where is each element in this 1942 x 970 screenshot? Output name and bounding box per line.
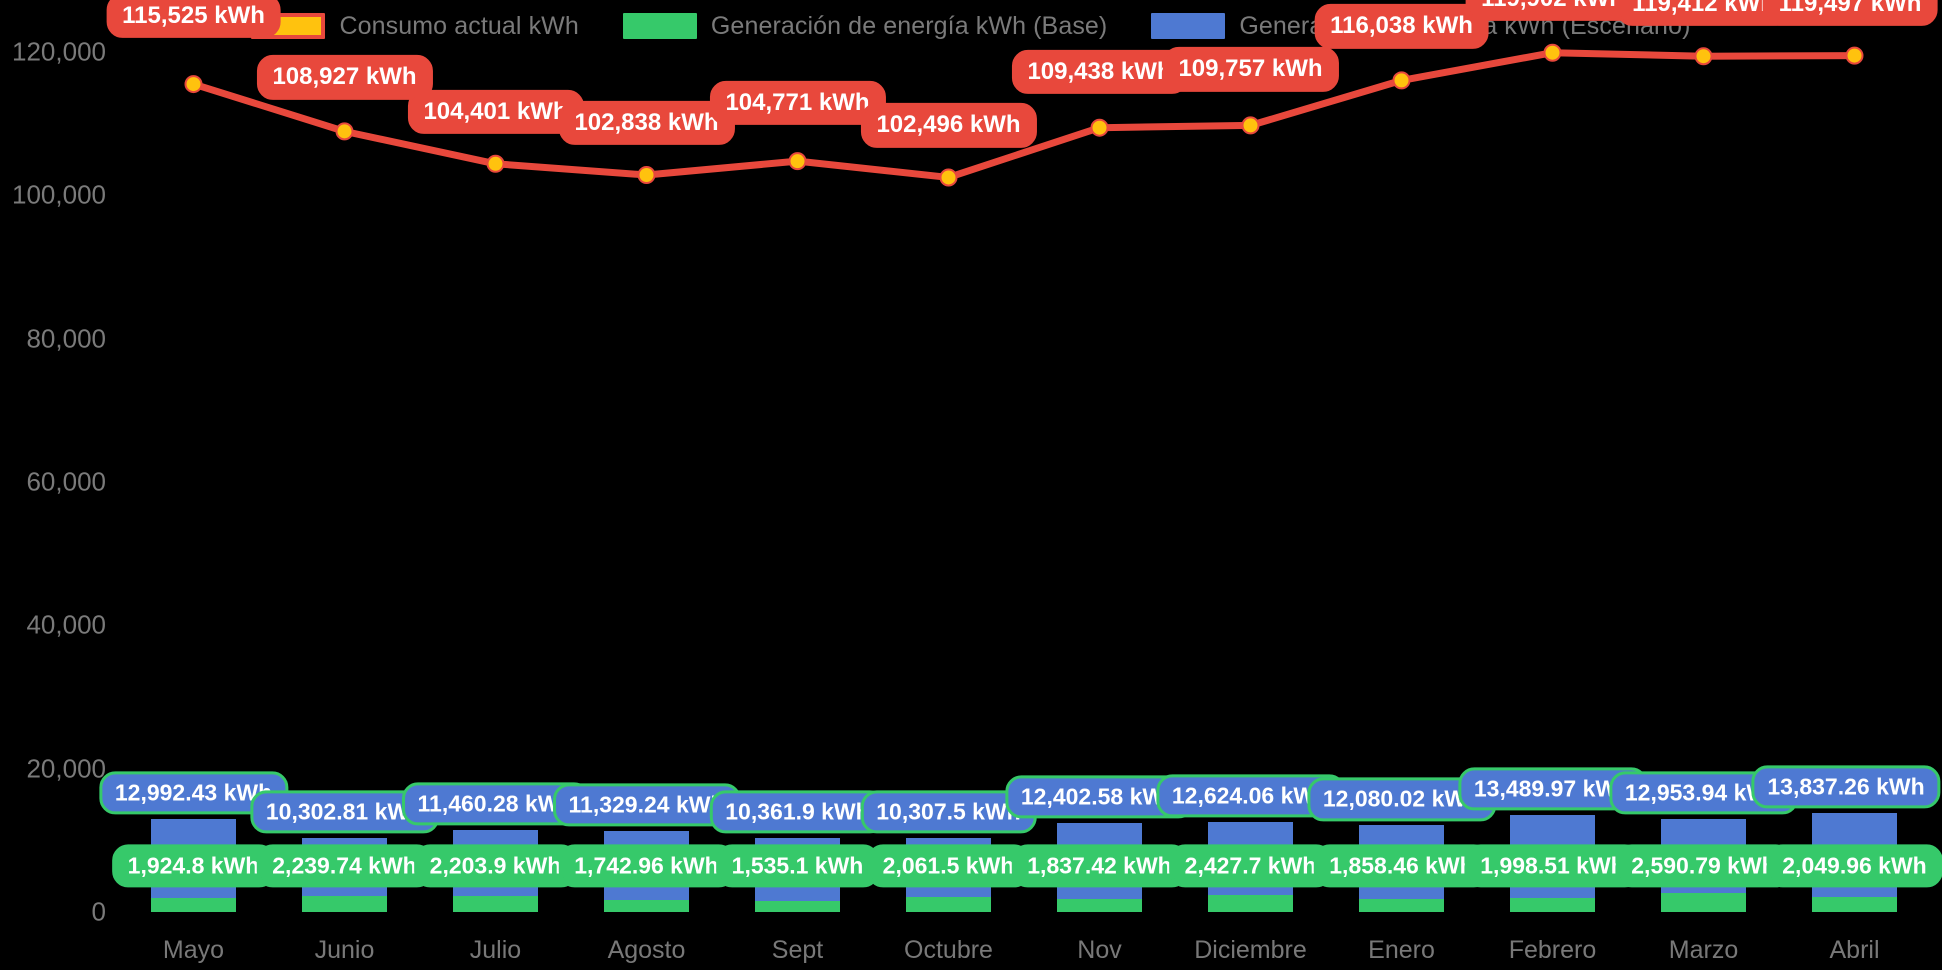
line-marker[interactable] — [788, 152, 807, 171]
y-axis-tick: 40,000 — [26, 609, 106, 640]
bar-base[interactable] — [453, 896, 538, 912]
x-axis-tick: Diciembre — [1194, 936, 1307, 964]
x-axis-tick: Marzo — [1668, 936, 1739, 964]
line-value-label: 119,412 kWh — [1616, 0, 1791, 27]
base-value-label: 1,924.8 kWh — [111, 844, 276, 888]
x-axis-tick: Agosto — [607, 936, 686, 964]
base-value-label: 2,427.7 kWh — [1168, 844, 1333, 888]
line-value-label: 104,401 kWh — [407, 89, 584, 134]
line-marker[interactable] — [1845, 46, 1864, 65]
scenario-value-label: 13,837.26 kWh — [1751, 765, 1941, 809]
line-value-label: 116,038 kWh — [1314, 4, 1489, 49]
bar-base[interactable] — [1359, 898, 1444, 912]
scenario-value-label: 13,489.97 kWh — [1457, 767, 1648, 811]
legend-swatch-icon — [1151, 13, 1226, 39]
legend-item-0[interactable]: Consumo actual kWh — [251, 11, 579, 41]
line-value-label: 119,497 kWh — [1762, 0, 1938, 26]
line-value-label: 115,525 kWh — [106, 0, 281, 39]
legend-label: Generación de energía kWh (Base) — [710, 11, 1108, 40]
x-axis-tick: Abril — [1829, 936, 1880, 964]
line-value-label: 108,927 kWh — [256, 55, 433, 100]
bar-base[interactable] — [302, 895, 387, 912]
base-value-label: 1,535.1 kWh — [715, 844, 880, 888]
y-axis-tick: 100,000 — [12, 179, 106, 210]
line-marker[interactable] — [335, 122, 354, 141]
bar-base[interactable] — [151, 898, 236, 912]
bar-base[interactable] — [1812, 897, 1897, 912]
legend-label: Consumo actual kWh — [339, 11, 579, 40]
y-axis-tick: 120,000 — [12, 36, 106, 67]
line-marker[interactable] — [939, 168, 958, 187]
bar-base[interactable] — [604, 899, 689, 912]
line-marker[interactable] — [1543, 43, 1562, 62]
x-axis-tick: Julio — [469, 936, 522, 964]
base-value-label: 1,742.96 kWh — [558, 844, 735, 888]
base-value-label: 1,837.42 kWh — [1011, 844, 1188, 888]
line-value-label: 102,838 kWh — [558, 100, 735, 146]
line-value-label: 102,496 kWh — [860, 103, 1037, 148]
y-axis-tick: 60,000 — [26, 466, 106, 497]
line-value-label: 109,438 kWh — [1011, 49, 1188, 94]
line-marker[interactable] — [1241, 116, 1260, 135]
bar-base[interactable] — [1208, 894, 1293, 912]
legend-item-1[interactable]: Generación de energía kWh (Base) — [622, 11, 1108, 41]
scenario-value-label: 11,329.24 kWh — [552, 783, 741, 827]
line-marker[interactable] — [637, 165, 656, 184]
bar-base[interactable] — [1057, 898, 1142, 912]
y-axis-tick: 20,000 — [26, 753, 106, 784]
line-marker[interactable] — [1090, 118, 1109, 137]
legend-swatch-icon — [622, 13, 697, 39]
base-value-label: 2,590.79 kWh — [1615, 844, 1792, 888]
scenario-value-label: 10,361.9 kWh — [709, 790, 886, 834]
x-axis: Mayo Junio Julio Agosto Sept Octubre Nov Diciem… — [118, 936, 1930, 970]
base-value-label: 2,061.5 kWh — [866, 844, 1031, 888]
bar-base[interactable] — [906, 897, 991, 912]
bar-base[interactable] — [1661, 893, 1746, 912]
bar-base[interactable] — [1510, 897, 1595, 912]
x-axis-tick: Junio — [314, 936, 375, 964]
x-axis-tick: Nov — [1077, 936, 1122, 964]
x-axis-tick: Sept — [771, 936, 824, 964]
x-axis-tick: Octubre — [904, 936, 993, 964]
line-marker[interactable] — [486, 154, 505, 173]
base-value-label: 2,203.9 kWh — [413, 844, 578, 888]
y-axis-tick: 0 — [91, 896, 106, 927]
line-value-label: 104,771 kWh — [709, 81, 886, 126]
y-axis-tick: 80,000 — [26, 323, 106, 354]
line-value-label: 119,902 kWh — [1465, 0, 1640, 21]
line-value-label: 109,757 kWh — [1162, 47, 1339, 92]
x-axis-tick: Mayo — [162, 936, 225, 964]
y-axis: 120,000 100,000 80,000 60,000 40,000 20,000 0 — [0, 0, 106, 970]
base-value-label: 1,858.46 kWh — [1313, 844, 1490, 888]
base-value-label: 2,239.74 kWh — [256, 844, 433, 888]
x-axis-tick: Febrero — [1508, 936, 1597, 964]
bar-base[interactable] — [755, 901, 840, 912]
line-marker[interactable] — [184, 75, 203, 94]
base-value-label: 1,998.51 kWh — [1464, 844, 1641, 888]
base-value-label: 2,049.96 kWh — [1766, 844, 1942, 888]
line-marker[interactable] — [1392, 71, 1411, 90]
consumption-line — [190, 49, 1858, 181]
x-axis-tick: Enero — [1368, 936, 1435, 964]
line-marker[interactable] — [1694, 47, 1713, 66]
